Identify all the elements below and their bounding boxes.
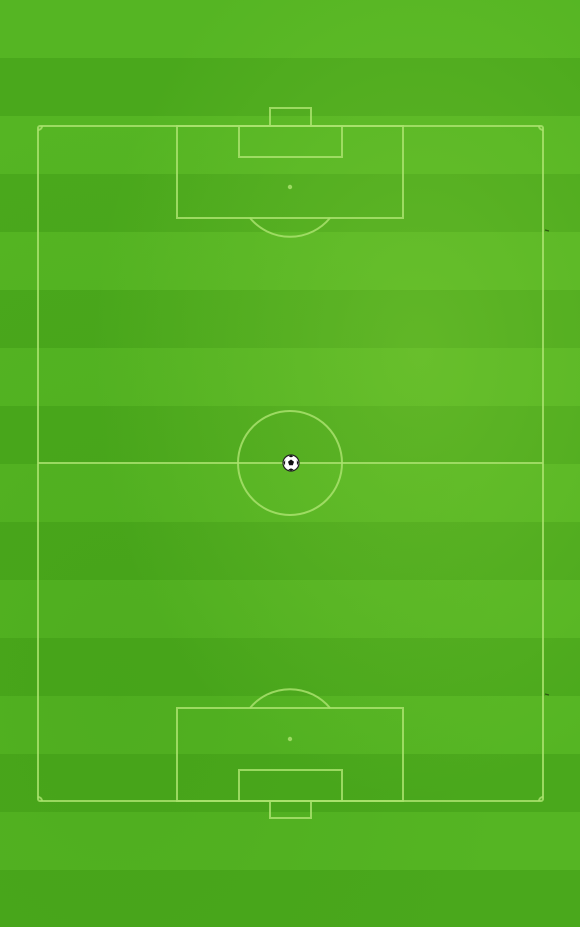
ball-bottom-panel	[288, 468, 294, 471]
ball-right-panel	[296, 460, 299, 466]
top-goal-area	[238, 125, 343, 158]
top-goal	[269, 107, 312, 127]
side-marker-top	[544, 229, 550, 232]
ball-left-panel	[283, 460, 286, 466]
top-penalty-arc	[249, 217, 331, 238]
corner-arc-bottom-left	[37, 796, 43, 802]
bottom-penalty-spot	[287, 736, 293, 742]
side-marker-bottom	[544, 693, 550, 696]
top-penalty-spot	[287, 184, 293, 190]
soccer-ball-icon[interactable]	[282, 454, 300, 472]
bottom-goal	[269, 800, 312, 819]
corner-arc-top-left	[37, 125, 43, 131]
corner-arc-top-right	[538, 125, 544, 131]
ball-top-panel	[288, 455, 294, 458]
bottom-penalty-area	[176, 707, 404, 802]
corner-arc-bottom-right	[538, 796, 544, 802]
ball-center-panel	[288, 459, 294, 466]
bottom-penalty-arc	[249, 688, 331, 709]
top-penalty-area	[176, 125, 404, 219]
centre-circle	[237, 410, 343, 516]
bottom-goal-area	[238, 769, 343, 802]
